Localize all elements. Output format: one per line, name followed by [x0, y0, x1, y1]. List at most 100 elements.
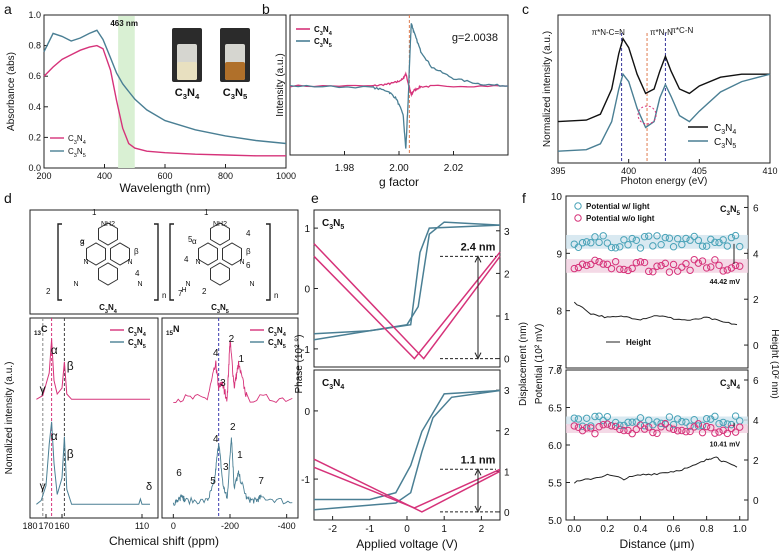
- y-tick-label-right: 2: [504, 269, 510, 280]
- x-tick-label: 110: [135, 521, 149, 531]
- data-point-without-light: [624, 266, 632, 275]
- photo-label: C3N5: [223, 87, 248, 101]
- series-line-C3N5: [43, 29, 287, 145]
- data-point-without-light: [628, 264, 636, 273]
- peak-label-alpha: α: [51, 429, 58, 443]
- phase-loop-reverse: [313, 224, 501, 335]
- nitrogen-atom-label: N: [83, 259, 88, 266]
- hydrogen-atom-label: H: [181, 287, 186, 294]
- phase-loop-forward: [313, 389, 501, 511]
- data-point-without-light: [616, 265, 624, 273]
- annotation-463nm: 463 nm: [110, 19, 138, 28]
- legend-label: C3N5: [714, 137, 736, 150]
- data-point-with-light: [611, 244, 620, 252]
- data-point-without-light: [653, 429, 661, 437]
- peak-label: π*C-N: [670, 26, 693, 35]
- data-point-without-light: [731, 428, 740, 436]
- material-label: C3N4: [322, 378, 344, 391]
- data-point-with-light: [624, 241, 632, 249]
- data-point-with-light: [715, 419, 723, 428]
- x-tick-label: 2.02: [444, 163, 464, 174]
- series-line-C3N4: [289, 71, 508, 98]
- peak-label-alpha: α: [51, 343, 58, 357]
- x-tick-label: 400: [97, 171, 112, 181]
- y-tick-label-left: 5.5: [548, 479, 562, 490]
- series-line-C3N5-15N: [172, 437, 293, 506]
- data-point-with-light: [661, 233, 669, 242]
- y-axis-title-left: Potential (10² mV): [534, 324, 545, 405]
- data-point-without-light: [632, 425, 641, 434]
- data-point-with-light: [578, 422, 587, 430]
- data-point-with-light: [736, 242, 744, 251]
- data-point-with-light: [607, 243, 616, 252]
- legend-label: C3N5: [68, 147, 86, 159]
- data-point-with-light: [645, 232, 653, 240]
- data-point-without-light: [640, 425, 649, 433]
- data-point-with-light: [632, 236, 641, 244]
- data-point-with-light: [624, 418, 632, 427]
- structure-label: C3N5: [211, 303, 229, 315]
- data-point-with-light: [574, 243, 583, 251]
- peak-label-delta: δ: [146, 481, 152, 493]
- legend-label: C3N4: [714, 123, 736, 136]
- y-tick-label-right: 4: [753, 249, 759, 260]
- y-tick-label-right: 2: [504, 427, 510, 438]
- data-point-without-light: [616, 425, 624, 434]
- material-label: C3N5: [322, 218, 344, 231]
- nh2-group: NH2: [101, 221, 115, 228]
- data-point-with-light: [653, 232, 661, 240]
- x-tick-label: -200: [221, 521, 239, 531]
- legend-label: Height: [626, 338, 651, 347]
- data-point-with-light: [690, 232, 698, 241]
- material-label: C3N5: [720, 204, 741, 217]
- panel-letter-a: a: [4, 1, 12, 17]
- data-point-with-light: [582, 414, 591, 422]
- y-tick-label-right: 0: [504, 508, 510, 519]
- nitrogen-atom-label: N: [185, 281, 190, 288]
- material-label: C3N4: [720, 378, 741, 391]
- data-point-with-light: [678, 417, 686, 426]
- x-tick-label: -400: [278, 521, 296, 531]
- legend-marker-without-light: [574, 214, 582, 222]
- x-tick-label: 200: [36, 171, 51, 181]
- data-point-without-light: [673, 267, 682, 275]
- carbon-label-beta: β: [246, 247, 251, 256]
- x-axis-title: g factor: [379, 175, 419, 189]
- y-axis-title: Normalized intensity (a.u.): [542, 31, 553, 147]
- x-tick-label: 1000: [276, 171, 296, 181]
- nitrogen-atom-label: N: [195, 259, 200, 266]
- y-tick-label-right: 2: [753, 456, 759, 467]
- x-tick-label: 0: [171, 521, 176, 531]
- data-point-without-light: [698, 257, 707, 265]
- vial-c3n4-powder: [177, 62, 197, 80]
- panel-letter-f: f: [522, 190, 526, 206]
- data-point-with-light: [570, 414, 578, 422]
- x-tick-label: 600: [157, 171, 172, 181]
- peak-label: π*N-C=N: [592, 28, 626, 37]
- data-point-with-light: [636, 414, 645, 422]
- triazine-ring: [98, 222, 118, 246]
- data-point-without-light: [707, 263, 715, 271]
- data-point-without-light: [611, 257, 620, 266]
- data-point-without-light: [620, 265, 628, 274]
- data-point-with-light: [653, 418, 661, 426]
- x-tick-label: 2: [479, 524, 485, 535]
- y-tick-label: 0.4: [28, 102, 41, 112]
- peak-label-number: 3: [220, 378, 226, 389]
- data-point-with-light: [694, 422, 703, 430]
- data-point-without-light: [603, 420, 612, 428]
- y-axis-title-left: Phase (10² °): [294, 334, 305, 393]
- legend-label: C3N4: [314, 25, 333, 37]
- potential-difference-annotation: 10.41 mV: [710, 442, 741, 449]
- vial-c3n5-powder: [225, 62, 245, 80]
- data-point-with-light: [628, 418, 636, 426]
- y-tick-label: 0.0: [28, 163, 41, 173]
- data-point-without-light: [578, 260, 587, 268]
- nitrogen-atom-label: N: [137, 281, 142, 288]
- data-point-without-light: [669, 425, 678, 434]
- carbon-label-alpha: α: [192, 237, 197, 246]
- data-point-with-light: [636, 244, 645, 252]
- data-point-with-light: [640, 422, 649, 430]
- data-point-with-light: [669, 243, 678, 251]
